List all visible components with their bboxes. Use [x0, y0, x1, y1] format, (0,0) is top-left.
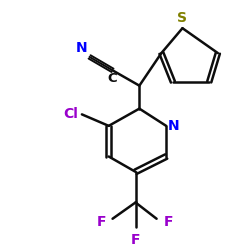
- Text: F: F: [131, 233, 140, 247]
- Text: F: F: [96, 214, 106, 228]
- Text: N: N: [76, 41, 88, 55]
- Text: S: S: [178, 11, 188, 25]
- Text: C: C: [108, 72, 117, 85]
- Text: F: F: [163, 214, 173, 228]
- Text: N: N: [168, 119, 180, 133]
- Text: Cl: Cl: [63, 108, 78, 122]
